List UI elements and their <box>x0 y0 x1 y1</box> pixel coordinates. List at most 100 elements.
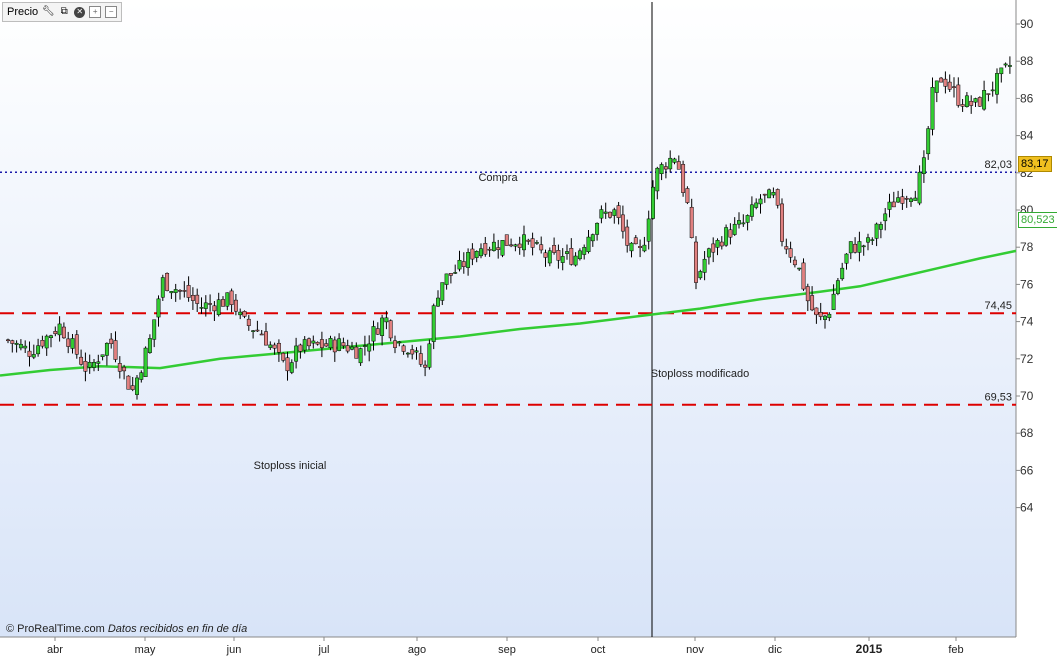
zoom-out-icon[interactable]: − <box>105 6 118 18</box>
candle-body <box>513 244 518 247</box>
candle-body <box>861 245 866 248</box>
candle-body <box>749 204 754 217</box>
candle-body <box>534 242 539 244</box>
candle-body <box>423 364 428 368</box>
candle-body <box>934 80 939 93</box>
candle-body <box>302 339 307 351</box>
x-tick-label: jun <box>226 644 242 656</box>
candle-body <box>36 345 41 355</box>
candle-body <box>827 313 832 318</box>
candle-body <box>986 93 991 95</box>
candle-body <box>823 315 827 320</box>
candle-body <box>586 236 591 252</box>
candle-body <box>229 290 234 305</box>
y-tick-label: 88 <box>1020 54 1034 68</box>
x-tick-label: nov <box>686 644 704 656</box>
candle-body <box>1003 63 1008 66</box>
candle-body <box>324 343 329 347</box>
candle-body <box>522 234 526 251</box>
detach-icon[interactable]: ⧉ <box>60 6 68 17</box>
candle-body <box>939 77 944 83</box>
candle-body <box>259 333 264 336</box>
candle-body <box>61 326 66 339</box>
candle-body <box>569 248 574 265</box>
y-tick-label: 70 <box>1020 389 1034 403</box>
candle-body <box>724 227 729 246</box>
zoom-in-icon[interactable]: + <box>89 6 102 18</box>
candle-body <box>173 289 178 293</box>
candle-body <box>642 244 647 252</box>
close-icon[interactable]: ✕ <box>74 6 86 18</box>
candle-body <box>552 245 557 253</box>
candle-body <box>719 241 724 247</box>
candle-body <box>152 319 157 340</box>
candle-body <box>165 272 170 291</box>
candle-body <box>900 196 905 204</box>
candle-body <box>289 362 294 373</box>
candle-body <box>921 157 926 174</box>
candle-body <box>294 345 299 362</box>
y-tick-label: 72 <box>1020 352 1034 366</box>
candle-body <box>332 339 337 353</box>
candle-body <box>659 164 664 174</box>
candle-body <box>354 346 359 359</box>
plot-background <box>0 0 1016 637</box>
data-credit: © ProRealTime.com Datos recibidos en fin… <box>6 623 247 635</box>
candle-body <box>87 361 92 368</box>
x-tick-label: sep <box>498 644 516 656</box>
candle-body <box>341 342 346 347</box>
candle-body <box>814 307 819 316</box>
candle-body <box>203 302 208 309</box>
candle-body <box>358 348 363 364</box>
candle-body <box>212 305 217 312</box>
candle-body <box>964 95 969 107</box>
candle-body <box>947 81 952 90</box>
candle-body <box>83 361 88 372</box>
x-tick-label: dic <box>768 644 783 656</box>
candle-body <box>771 192 776 196</box>
candle-body <box>638 246 643 248</box>
level-name-label: Compra <box>478 172 518 184</box>
y-tick-label: 64 <box>1020 501 1034 515</box>
candle-body <box>896 197 901 203</box>
candle-body <box>156 298 161 318</box>
y-tick-label: 78 <box>1020 240 1034 254</box>
candle-body <box>732 223 737 235</box>
candle-body <box>676 161 681 170</box>
y-tick-label: 90 <box>1020 17 1034 31</box>
candle-body <box>440 282 445 301</box>
candle-body <box>31 354 36 358</box>
candle-body <box>909 198 913 202</box>
candle-body <box>453 272 458 274</box>
candle-body <box>104 342 109 356</box>
candle-body <box>926 128 931 155</box>
candle-body <box>573 255 578 266</box>
candle-body <box>762 193 767 196</box>
candle-body <box>436 297 440 307</box>
candle-body <box>982 90 987 110</box>
candle-body <box>866 237 870 243</box>
wrench-icon[interactable]: 🔧︎ <box>41 6 55 17</box>
candle-body <box>633 237 638 245</box>
candle-body <box>878 224 883 230</box>
candle-body <box>53 331 58 335</box>
candle-body <box>272 344 277 349</box>
candle-body <box>96 361 101 364</box>
candle-body <box>10 340 15 344</box>
chart-toolbar: Precio 🔧︎ ⧉ ✕ + − <box>2 2 123 22</box>
candle-body <box>547 250 552 264</box>
candle-body <box>590 234 595 242</box>
candle-body <box>595 222 600 235</box>
candle-body <box>835 280 840 294</box>
candle-body <box>264 331 268 346</box>
x-axis-panel <box>0 637 1057 658</box>
y-tick-label: 66 <box>1020 463 1034 477</box>
candle-body <box>457 259 462 270</box>
candle-body <box>582 247 587 255</box>
candle-body <box>496 247 501 251</box>
candle-body <box>491 241 496 251</box>
candle-body <box>461 261 466 267</box>
candle-body <box>405 352 410 355</box>
